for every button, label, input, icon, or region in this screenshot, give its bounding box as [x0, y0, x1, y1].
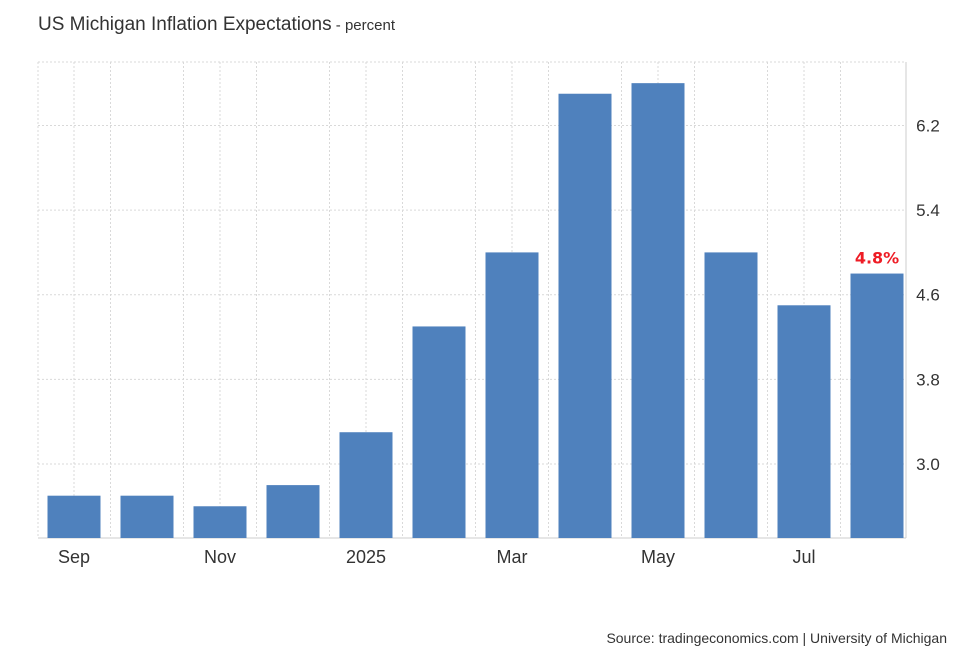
bar-2025-01[interactable]: [339, 432, 393, 538]
x-tick-label: May: [641, 547, 675, 567]
x-tick-label: Nov: [204, 547, 236, 567]
bar-2025-08[interactable]: [850, 273, 904, 538]
chart-subtitle: percent: [344, 17, 395, 34]
x-axis-tick-labels: Sep Nov 2025 Mar May Jul: [58, 547, 816, 567]
chart-title: US Michigan Inflation Expectations: [38, 14, 332, 35]
bar-2024-10[interactable]: [120, 495, 174, 538]
grid-lines: [38, 61, 906, 538]
x-tick-label: Sep: [58, 547, 90, 567]
bar-series: [47, 83, 904, 539]
x-tick-label: 2025: [346, 547, 386, 567]
last-value-label: 4.8%: [855, 249, 899, 268]
y-tick-label: 4.6: [916, 286, 940, 305]
chart-subtitle-separator: -: [331, 17, 345, 34]
bar-2025-03[interactable]: [485, 252, 539, 538]
value-labels: 4.8%: [855, 249, 899, 268]
y-axis-tick-labels: 3.0 3.8 4.6 5.4 6.2: [916, 116, 940, 473]
chart-header: US Michigan Inflation Expectations - per…: [38, 14, 395, 36]
source-note: Source: tradingeconomics.com | Universit…: [606, 630, 947, 646]
bar-2025-06[interactable]: [704, 252, 758, 538]
plot-frame: [37, 62, 907, 539]
bar-2024-12[interactable]: [266, 485, 320, 538]
y-tick-label: 5.4: [916, 201, 940, 220]
y-tick-label: 3.8: [916, 370, 940, 389]
bar-2025-07[interactable]: [777, 305, 831, 538]
bar-2024-09[interactable]: [47, 495, 101, 538]
bar-2025-04[interactable]: [558, 93, 612, 538]
x-tick-label: Jul: [792, 547, 815, 567]
y-tick-label: 3.0: [916, 455, 940, 474]
y-tick-label: 6.2: [916, 116, 940, 135]
bar-2025-05[interactable]: [631, 83, 685, 539]
bar-2025-02[interactable]: [412, 326, 466, 538]
bar-2024-11[interactable]: [193, 506, 247, 538]
x-tick-label: Mar: [497, 547, 528, 567]
